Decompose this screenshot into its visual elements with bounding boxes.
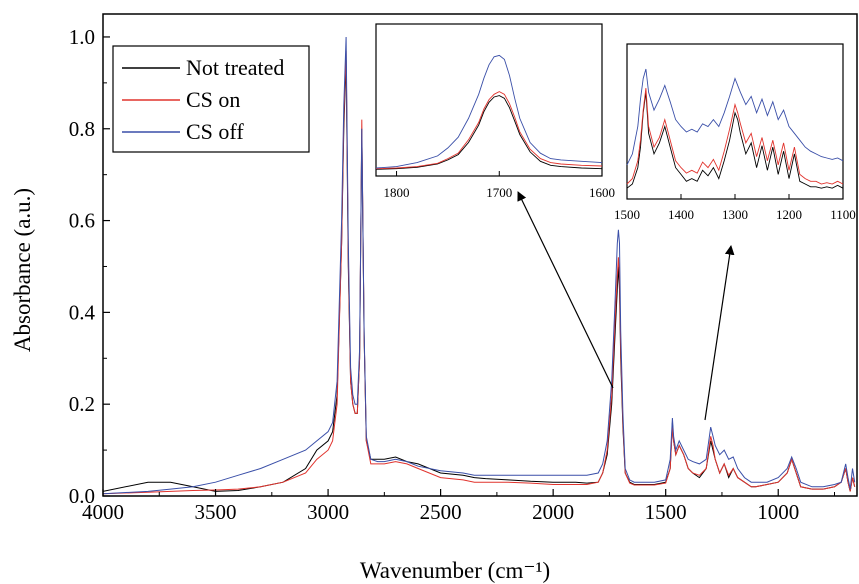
x-tick-label: 1500	[645, 500, 687, 524]
x-axis: 4000 3500 3000 2500 2000 1500 1000	[82, 489, 835, 524]
y-tick-label: 0.6	[69, 209, 95, 233]
legend: Not treated CS on CS off	[112, 45, 310, 153]
legend-label: CS on	[186, 87, 240, 112]
y-axis-title: Absorbance (a.u.)	[10, 188, 35, 352]
arrow-to-fingerprint-inset	[704, 245, 735, 421]
inset-frame	[626, 43, 844, 200]
x-tick-label: 3500	[195, 500, 237, 524]
inset-series-line-not-treated	[626, 92, 844, 189]
x-tick-label: 2000	[532, 500, 574, 524]
inset-series-line-not-treated	[375, 95, 603, 170]
inset-x-tick-label: 1200	[776, 207, 802, 222]
inset-x-tick-label: 1300	[722, 207, 748, 222]
inset-x-tick-label: 1500	[614, 207, 640, 222]
y-tick-label: 0.2	[69, 392, 95, 416]
y-tick-label: 0.0	[69, 484, 95, 508]
zoom-arrows	[517, 191, 735, 421]
x-tick-label: 1000	[757, 500, 799, 524]
arrow-to-carbonyl-inset	[517, 191, 614, 389]
legend-label: Not treated	[186, 55, 284, 80]
main-plot-area: 4000 3500 3000 2500 2000 1500 1000 0.00.20.40.…	[69, 13, 858, 524]
inset-x-tick-label: 1800	[384, 185, 410, 200]
x-tick-label: 4000	[82, 500, 124, 524]
inset-series-line-cs-on	[375, 91, 603, 170]
main-series-group	[102, 36, 856, 495]
legend-box	[112, 45, 310, 153]
inset-fingerprint-region: 1500 1400 1300 1200 1100	[614, 43, 856, 222]
y-tick-label: 0.4	[69, 300, 96, 324]
inset-x-tick-label: 1600	[589, 185, 615, 200]
x-axis-title: Wavenumber (cm⁻¹)	[360, 558, 550, 583]
x-tick-label: 2500	[420, 500, 462, 524]
series-line-cs-off	[102, 36, 856, 495]
legend-label: CS off	[186, 119, 244, 144]
inset-x-tick-label: 1100	[830, 207, 856, 222]
inset-x-tick-label: 1700	[486, 185, 512, 200]
y-tick-label: 0.8	[69, 117, 95, 141]
inset-x-tick-label: 1400	[668, 207, 694, 222]
x-tick-label: 3000	[307, 500, 349, 524]
y-axis: 0.0 0.2 0.4 0.6 0.8 1.0	[69, 25, 110, 508]
inset-series-line-cs-on	[626, 88, 844, 185]
main-plot-frame	[102, 13, 858, 497]
inset-carbonyl-region: 1800 1700 1600	[375, 23, 615, 200]
inset-series-line-cs-off	[626, 68, 844, 166]
y-tick-label: 1.0	[69, 25, 95, 49]
inset-series-line-cs-off	[375, 54, 603, 169]
